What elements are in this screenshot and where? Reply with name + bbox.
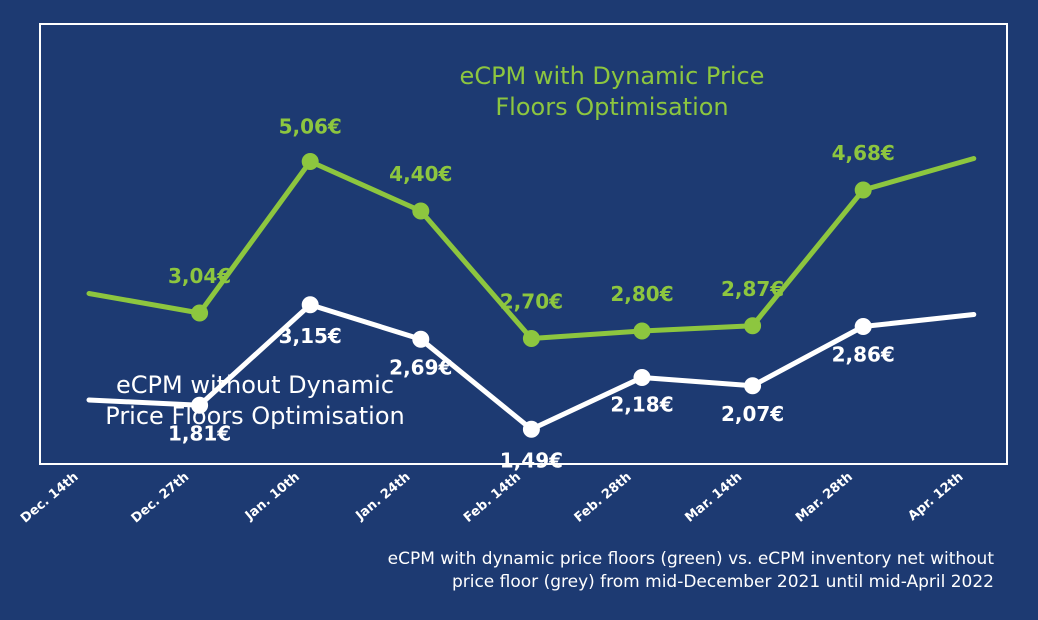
data-label-layer: 3,04€ 5,06€ 4,40€ 2,70€ 2,80€ 2,87€ 4,68€ 1,81€… — [168, 115, 895, 473]
x-tick-label-7: Mar. 28th — [793, 470, 856, 526]
series-name-line-1: Price Floors Optimisation — [105, 402, 404, 430]
data-point-green-3 — [412, 202, 430, 220]
data-point-green-5 — [633, 322, 651, 340]
x-tick-label-8: Apr. 12th — [905, 470, 966, 525]
data-point-white-3 — [412, 330, 430, 348]
data-point-white-7 — [854, 318, 872, 335]
series-name-green: eCPM with Dynamic Price Floors Optimisati… — [460, 62, 765, 121]
series-name-line-0: eCPM without Dynamic — [116, 371, 394, 399]
data-label-white-4: 1,49€ — [500, 448, 563, 472]
data-point-white-1 — [191, 396, 209, 414]
series-name-line-0: eCPM with Dynamic Price — [460, 62, 765, 90]
caption-line-1: eCPM with dynamic price floors (green) v… — [387, 549, 994, 569]
x-tick-label-1: Dec. 27th — [129, 470, 193, 527]
data-point-white-2 — [301, 296, 319, 314]
data-label-white-2: 3,15€ — [279, 324, 342, 348]
data-label-white-5: 2,18€ — [610, 393, 673, 417]
series-name-line-1: Floors Optimisation — [495, 93, 728, 121]
x-tick-label-3: Jan. 24th — [352, 470, 413, 524]
series-name-labels: eCPM with Dynamic Price Floors Optimisati… — [105, 62, 764, 430]
data-label-white-3: 2,69€ — [389, 355, 452, 379]
data-label-green-1: 3,04€ — [168, 264, 231, 288]
data-point-green-4 — [522, 330, 540, 347]
data-label-white-6: 2,07€ — [721, 402, 784, 426]
data-point-green-1 — [191, 304, 209, 322]
chart-caption: eCPM with dynamic price floors (green) v… — [274, 548, 994, 594]
data-label-green-3: 4,40€ — [389, 162, 452, 186]
series-name-white: eCPM without Dynamic Price Floors Optimis… — [105, 371, 404, 430]
x-tick-label-4: Feb. 14th — [461, 470, 524, 526]
data-label-white-1: 1,81€ — [168, 421, 231, 445]
x-tick-label-2: Jan. 10th — [242, 470, 303, 524]
x-tick-label-0: Dec. 14th — [18, 470, 82, 527]
data-point-white-4 — [522, 420, 540, 438]
data-label-green-6: 2,87€ — [721, 277, 784, 301]
data-point-green-6 — [744, 317, 762, 335]
x-axis-tick-labels: Dec. 14th Dec. 27th Jan. 10th Jan. 24th Feb.… — [18, 470, 966, 527]
data-point-white-5 — [633, 369, 651, 386]
x-tick-label-6: Mar. 14th — [682, 470, 745, 526]
x-tick-label-5: Feb. 28th — [572, 470, 635, 526]
caption-line-2: price floor (grey) from mid-December 202… — [451, 572, 994, 592]
data-label-green-5: 2,80€ — [610, 282, 673, 306]
data-label-green-2: 5,06€ — [279, 115, 342, 139]
data-point-green-7 — [854, 181, 872, 199]
data-point-white-6 — [744, 377, 762, 395]
series-layer — [86, 153, 977, 438]
data-point-green-2 — [301, 153, 319, 170]
plot-frame — [39, 23, 1008, 465]
data-label-green-4: 2,70€ — [500, 290, 563, 314]
data-label-green-7: 4,68€ — [832, 141, 895, 165]
data-label-white-7: 2,86€ — [832, 343, 895, 367]
